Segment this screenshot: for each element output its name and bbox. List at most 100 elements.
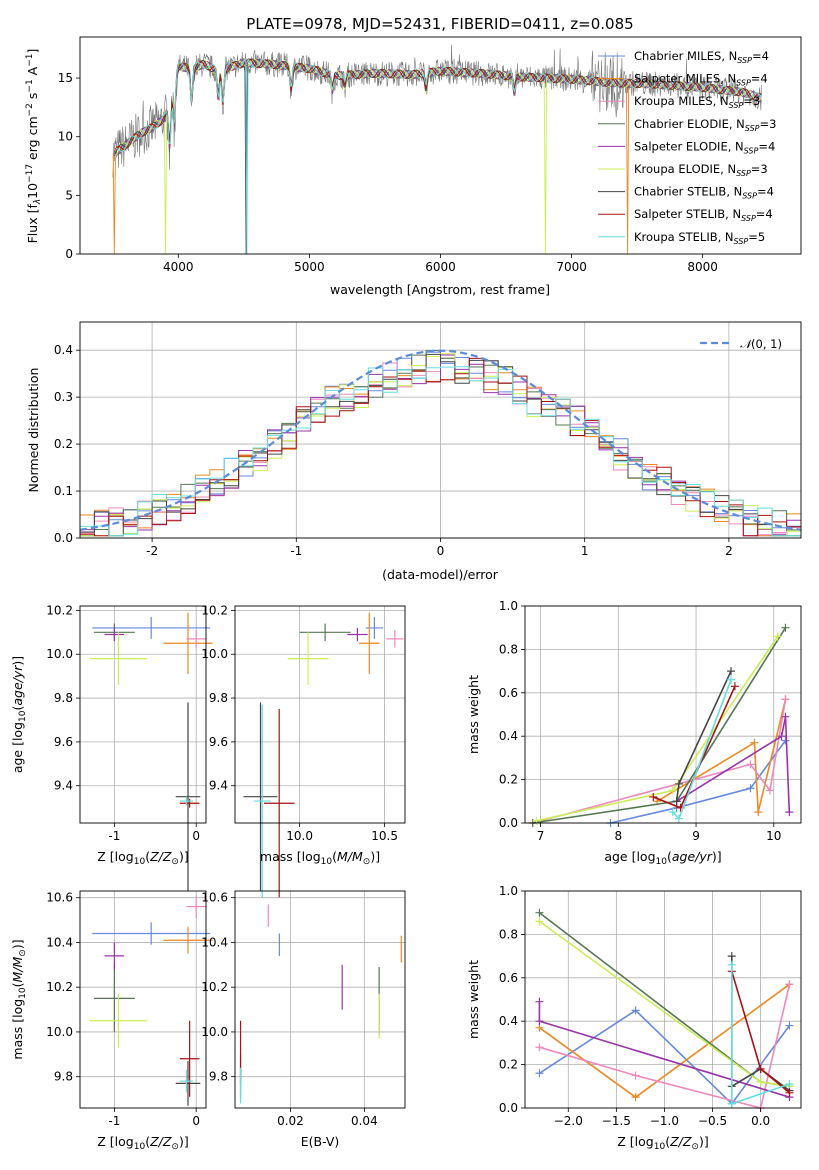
- model-spectrum-kroupa-stelib: [115, 58, 762, 255]
- figure-title: PLATE=0978, MJD=52431, FIBERID=0411, z=0…: [246, 15, 633, 33]
- residuals-panel: -2 -1 0 1 2 0.0 0.1 0.2 0.3 0.4 𝒩(0, 1) (data-model…: [26, 321, 802, 582]
- y-tick-label: 0.8: [499, 642, 518, 656]
- point-kroupa-elodie: [89, 993, 148, 1048]
- series-marker-salpeter-miles: [754, 808, 763, 817]
- residuals-y-axis-label: Normed distribution: [26, 368, 41, 493]
- y-tick-label: 0.6: [499, 686, 518, 700]
- y-tick-label: 0.8: [499, 927, 518, 941]
- point-kroupa-miles: [186, 895, 206, 918]
- mass-vs-ebv-panel: 0.02 0.04 9.8 10.0 10.2 10.4 10.6 E(B-V): [201, 890, 406, 1149]
- legend-entry-chabrier-stelib: Chabrier STELIB, NSSP=4: [634, 185, 774, 201]
- y-tick-label: 0.2: [54, 437, 73, 451]
- series-marker-chabrier-miles: [781, 736, 790, 745]
- x-tick-label: 8000: [687, 260, 718, 274]
- y-tick-label: 0.0: [54, 531, 73, 545]
- gaussian-reference-curve: [79, 349, 802, 531]
- x-tick-label: 7000: [556, 260, 587, 274]
- mass_vs_Z-x-axis-label: Z [log10(Z/Z⊙)]: [97, 1134, 188, 1152]
- x-tick-label: 1: [581, 544, 589, 558]
- series-marker-salpeter-stelib: [649, 792, 658, 801]
- point-kroupa-miles: [386, 630, 404, 648]
- x-tick-label: −1.0: [650, 1114, 679, 1128]
- point-salpeter-miles: [163, 926, 213, 954]
- legend-entry-salpeter-miles: Salpeter MILES, NSSP=4: [634, 72, 768, 88]
- series-line-kroupa-elodie: [536, 635, 779, 822]
- y-tick-label: 9.6: [54, 735, 73, 749]
- legend-entry-chabrier-elodie: Chabrier ELODIE, NSSP=3: [634, 117, 776, 133]
- series-line-chabrier-miles: [538, 1009, 791, 1105]
- point-salpeter-elodie: [104, 942, 125, 970]
- plot-frame: [524, 605, 802, 824]
- x-tick-label: -2: [146, 544, 158, 558]
- point-salpeter-stelib: [179, 798, 200, 808]
- series-marker-salpeter-elodie: [535, 997, 544, 1006]
- series-marker-chabrier-stelib: [674, 779, 683, 788]
- x-tick-label: 10.5: [371, 829, 398, 843]
- series-marker-kroupa-stelib: [727, 960, 736, 969]
- weight-vs-metallicity-panel: −2.0 −1.5 −1.0 −0.5 0.0 0.0 0.2 0.4 0.6 0.8 1.0 Z […: [466, 884, 802, 1152]
- x-tick-label: 5000: [294, 260, 325, 274]
- series-marker-kroupa-elodie: [756, 1077, 765, 1086]
- series-marker-kroupa-elodie: [532, 816, 541, 825]
- series-line-salpeter-miles: [656, 699, 787, 813]
- point-chabrier-elodie: [93, 964, 135, 1032]
- weight-vs-age-panel: 7 8 9 10 0.0 0.2 0.4 0.6 0.8 1.0 age [log10(age/yr…: [466, 599, 802, 867]
- series-marker-chabrier-stelib: [727, 952, 736, 961]
- y-tick-label: 0.4: [499, 1014, 518, 1028]
- series-marker-chabrier-stelib: [727, 667, 736, 676]
- y-tick-label: 10.0: [201, 1025, 228, 1039]
- y-tick-label: 10.4: [46, 935, 73, 949]
- x-tick-label: 6000: [425, 260, 456, 274]
- series-marker-chabrier-miles: [535, 1069, 544, 1078]
- legend-entry-salpeter-elodie: Salpeter ELODIE, NSSP=4: [634, 139, 775, 155]
- y-tick-label: 10: [58, 130, 73, 144]
- series-marker-kroupa-stelib: [727, 1099, 736, 1108]
- legend-entry-kroupa-miles: Kroupa MILES, NSSP=3: [634, 94, 760, 110]
- series-marker-kroupa-miles: [535, 1043, 544, 1052]
- point-chabrier-stelib: [175, 1061, 201, 1106]
- point-kroupa-miles: [186, 630, 206, 648]
- x-tick-label: 0.02: [277, 1114, 304, 1128]
- y-tick-label: 10.2: [201, 603, 228, 617]
- x-tick-label: 0.04: [351, 1114, 378, 1128]
- series-marker-chabrier-miles: [746, 784, 755, 793]
- y-tick-label: 10.2: [46, 980, 73, 994]
- y-tick-label: 15: [58, 71, 73, 85]
- y-tick-label: 1.0: [499, 884, 518, 898]
- y-tick-label: 0.0: [499, 816, 518, 830]
- x-tick-label: -1: [290, 544, 302, 558]
- spectrum-x-axis-label: wavelength [Angstrom, rest frame]: [330, 282, 550, 297]
- y-tick-label: 10.2: [201, 980, 228, 994]
- y-tick-label: 10.6: [46, 891, 73, 905]
- series-marker-salpeter-miles: [631, 1093, 640, 1102]
- y-tick-label: 0.1: [54, 484, 73, 498]
- y-tick-label: 10.2: [46, 603, 73, 617]
- series-line-chabrier-miles: [610, 740, 787, 824]
- y-tick-label: 9.4: [209, 779, 228, 793]
- x-tick-label: 2: [725, 544, 733, 558]
- plot-frame: [79, 605, 207, 824]
- series-marker-kroupa-miles: [765, 786, 774, 795]
- spectrum-y-axis-label: Flux [fλ10−17 erg cm−2 s−1 A−1]: [25, 49, 43, 244]
- y-tick-label: 10.0: [46, 1025, 73, 1039]
- series-marker-salpeter-stelib: [730, 682, 739, 691]
- y-tick-label: 5: [65, 188, 73, 202]
- mass-vs-metallicity-panel: -1 0 9.8 10.0 10.2 10.4 10.6 Z [log10(Z/Z⊙)] mas…: [10, 890, 213, 1152]
- y-tick-label: 9.8: [209, 1070, 228, 1084]
- point-chabrier-miles: [92, 922, 211, 945]
- series-marker-kroupa-elodie: [773, 632, 782, 641]
- point-salpeter-elodie: [104, 627, 125, 642]
- weight_vs_age-y-axis-label: mass weight: [466, 675, 481, 754]
- y-tick-label: 10.4: [201, 935, 228, 949]
- series-marker-salpeter-elodie: [777, 732, 786, 741]
- spectrum-panel: 4000 5000 6000 7000 8000 0 5 10 15 wavelength [An…: [25, 36, 802, 297]
- y-tick-label: 0.0: [499, 1101, 518, 1115]
- series-marker-salpeter-elodie: [785, 808, 794, 817]
- series-marker-chabrier-miles: [785, 1021, 794, 1030]
- legend-entry-chabrier-miles: Chabrier MILES, NSSP=4: [634, 49, 769, 65]
- series-marker-kroupa-miles: [746, 760, 755, 769]
- plot-frame: [234, 605, 406, 824]
- y-tick-label: 10.0: [201, 647, 228, 661]
- mass_vs_ebv-x-axis-label: E(B-V): [301, 1134, 340, 1149]
